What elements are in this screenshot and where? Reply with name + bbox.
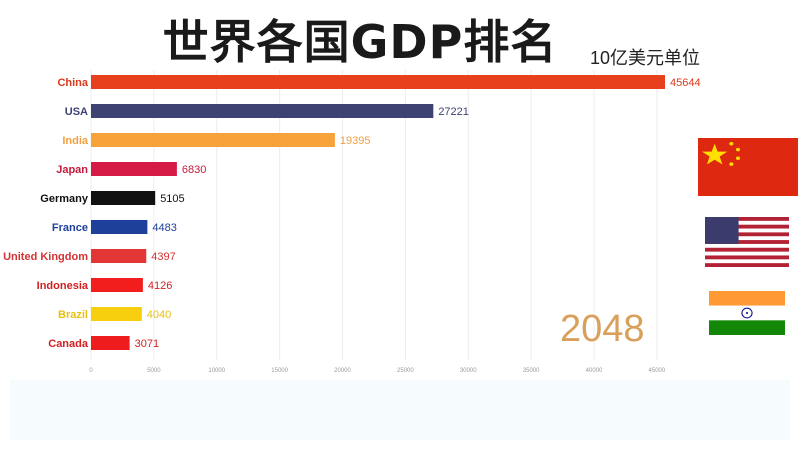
value-label-united-kingdom: 4397 bbox=[151, 251, 175, 263]
us-flag-stripe bbox=[705, 263, 789, 267]
x-tick-label-7: 35000 bbox=[523, 368, 540, 374]
x-tick-label-5: 25000 bbox=[397, 368, 414, 374]
category-label-france: France bbox=[52, 222, 88, 234]
bars bbox=[91, 75, 665, 350]
footer-band bbox=[10, 380, 790, 440]
bar-india bbox=[91, 133, 335, 147]
us-flag-stripe bbox=[705, 255, 789, 260]
year-label: 2048 bbox=[560, 308, 645, 350]
value-label-france: 4483 bbox=[152, 222, 176, 234]
value-label-india: 19395 bbox=[340, 135, 371, 147]
category-label-india: India bbox=[62, 135, 89, 147]
x-tick-label-3: 15000 bbox=[271, 368, 288, 374]
value-label-germany: 5105 bbox=[160, 193, 184, 205]
bar-china bbox=[91, 75, 665, 89]
x-tick-label-1: 5000 bbox=[147, 368, 161, 374]
x-tick-label-9: 45000 bbox=[649, 368, 666, 374]
us-flag-stripe bbox=[705, 224, 789, 229]
bar-indonesia bbox=[91, 278, 143, 292]
category-label-indonesia: Indonesia bbox=[37, 280, 89, 292]
value-label-canada: 3071 bbox=[135, 338, 159, 350]
value-label-china: 45644 bbox=[670, 77, 701, 89]
value-label-brazil: 4040 bbox=[147, 309, 171, 321]
us-flag-stripe bbox=[705, 217, 789, 221]
bar-japan bbox=[91, 162, 177, 176]
bar-france bbox=[91, 220, 148, 234]
x-tick-label-4: 20000 bbox=[334, 368, 351, 374]
x-tick-label-6: 30000 bbox=[460, 368, 477, 374]
us-flag-stripe bbox=[705, 232, 789, 237]
value-label-usa: 27221 bbox=[438, 106, 469, 118]
bar-usa bbox=[91, 104, 434, 118]
category-label-usa: USA bbox=[65, 106, 88, 118]
india-flag-icon bbox=[709, 291, 785, 335]
china-flag-icon bbox=[698, 138, 798, 196]
category-label-germany: Germany bbox=[40, 193, 89, 205]
bar-united-kingdom bbox=[91, 249, 147, 263]
page-title: 世界各国GDP排名 bbox=[162, 15, 558, 69]
labels: 0 5000 10000 15000 20000 25000 30000 35000 40000… bbox=[3, 77, 701, 374]
category-label-brazil: Brazil bbox=[58, 309, 88, 321]
grid-lines bbox=[90, 70, 658, 360]
unit-label: 10亿美元单位 bbox=[590, 48, 701, 68]
x-tick-label-8: 40000 bbox=[586, 368, 603, 374]
x-tick-label-0: 0 bbox=[89, 368, 93, 374]
category-label-united-kingdom: United Kingdom bbox=[3, 251, 88, 263]
value-label-japan: 6830 bbox=[182, 164, 206, 176]
us-flag-stripe bbox=[705, 240, 789, 244]
category-label-canada: Canada bbox=[48, 338, 89, 350]
value-label-indonesia: 4126 bbox=[148, 280, 172, 292]
usa-flag-icon bbox=[705, 217, 789, 267]
bar-canada bbox=[91, 336, 130, 350]
category-label-japan: Japan bbox=[56, 164, 88, 176]
bar-brazil bbox=[91, 307, 142, 321]
category-label-china: China bbox=[57, 77, 88, 89]
x-tick-label-2: 10000 bbox=[208, 368, 225, 374]
us-flag-stripe bbox=[705, 247, 789, 252]
bar-germany bbox=[91, 191, 156, 205]
